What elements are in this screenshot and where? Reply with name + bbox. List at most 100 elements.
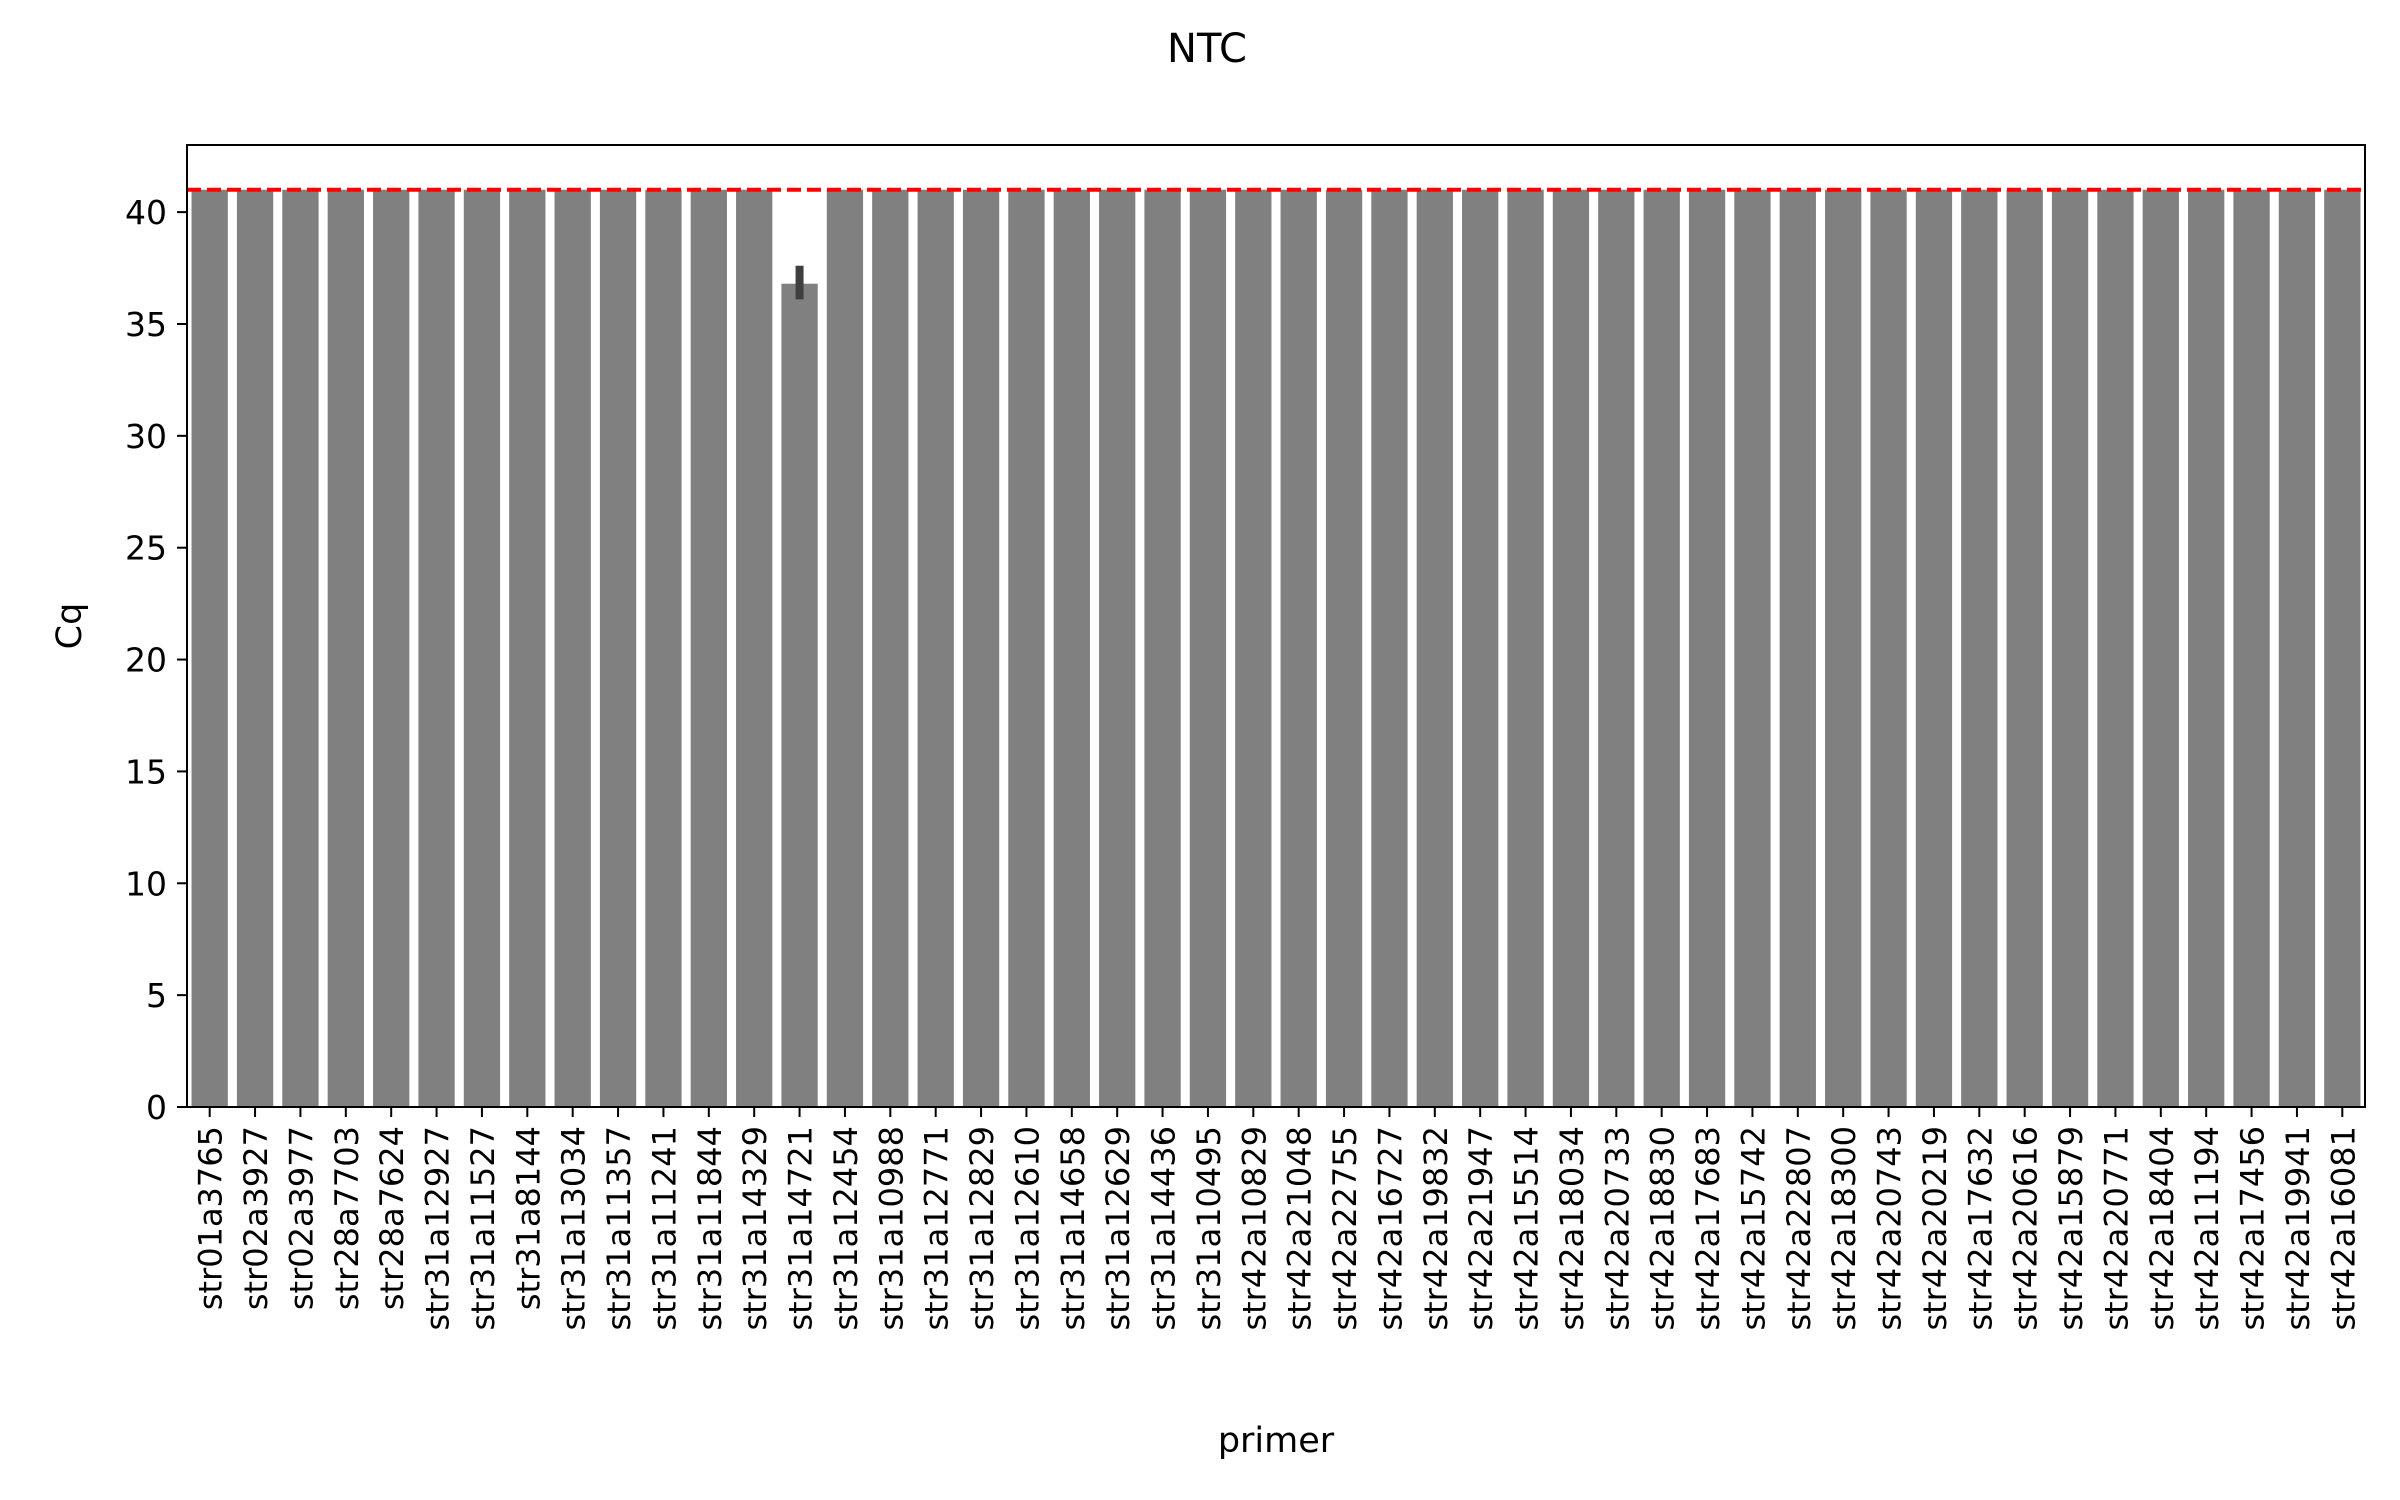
x-axis-label: primer bbox=[1218, 1421, 1335, 1461]
x-tick-label-str31a14329: str31a14329 bbox=[736, 1126, 774, 1331]
bar-str42a20616 bbox=[2006, 189, 2043, 1108]
bar-str42a18404 bbox=[2142, 189, 2179, 1108]
bars-layer bbox=[191, 189, 2361, 1108]
bar-str42a15514 bbox=[1507, 189, 1544, 1108]
bar-str31a14721 bbox=[781, 283, 818, 1108]
x-tick-label-str42a20219: str42a20219 bbox=[1916, 1126, 1954, 1331]
x-tick-label-str01a3765: str01a3765 bbox=[192, 1126, 230, 1310]
x-tick-label-str31a14658: str31a14658 bbox=[1054, 1126, 1092, 1331]
x-tick-label-str02a3977: str02a3977 bbox=[282, 1126, 320, 1310]
x-tick-label-str42a17683: str42a17683 bbox=[1689, 1126, 1727, 1331]
bar-str31a12927 bbox=[418, 189, 455, 1108]
x-tick-label-str31a12829: str31a12829 bbox=[963, 1126, 1001, 1331]
bar-str42a16727 bbox=[1371, 189, 1408, 1108]
bar-str42a17632 bbox=[1961, 189, 1998, 1108]
x-tick-label-str42a20616: str42a20616 bbox=[2007, 1126, 2045, 1331]
x-tick-label-str02a3927: str02a3927 bbox=[237, 1126, 275, 1310]
x-tick-label-str42a11194: str42a11194 bbox=[2188, 1126, 2226, 1331]
bar-str42a20219 bbox=[1915, 189, 1953, 1108]
plot-frame bbox=[186, 144, 2366, 1108]
bar-str42a17456 bbox=[2233, 189, 2270, 1108]
x-tick-label-str31a11357: str31a11357 bbox=[600, 1126, 638, 1331]
y-tick-label-40: 40 bbox=[125, 193, 167, 232]
bar-str42a10829 bbox=[1235, 189, 1272, 1108]
x-tick-label-str42a20733: str42a20733 bbox=[1598, 1126, 1636, 1331]
bar-str31a14329 bbox=[736, 189, 773, 1108]
y-tick-label-0: 0 bbox=[146, 1088, 167, 1127]
bar-str01a3765 bbox=[191, 189, 228, 1108]
bar-str42a11194 bbox=[2188, 189, 2225, 1108]
bar-str42a18034 bbox=[1552, 189, 1590, 1108]
x-tick-label-str28a7703: str28a7703 bbox=[328, 1126, 366, 1310]
bar-str31a13034 bbox=[554, 189, 591, 1108]
x-tick-label-str42a18404: str42a18404 bbox=[2143, 1126, 2181, 1331]
x-tick-label-str42a19941: str42a19941 bbox=[2279, 1126, 2317, 1331]
bar-str02a3927 bbox=[236, 189, 274, 1108]
x-tick-label-str31a11527: str31a11527 bbox=[464, 1126, 502, 1331]
x-tick-label-str31a11844: str31a11844 bbox=[691, 1126, 729, 1331]
bar-str28a7703 bbox=[327, 189, 364, 1108]
y-axis-label: Cq bbox=[50, 603, 90, 650]
x-tick-label-str31a14436: str31a14436 bbox=[1145, 1126, 1183, 1331]
x-tick-label-str42a17456: str42a17456 bbox=[2234, 1126, 2272, 1331]
bar-str42a15879 bbox=[2051, 189, 2089, 1108]
bar-str42a19832 bbox=[1416, 189, 1453, 1108]
y-tick-label-20: 20 bbox=[125, 641, 167, 680]
x-axis-ticks: str01a3765 str02a3927 str02a3977 str28a7703… bbox=[192, 1107, 2362, 1331]
x-tick-label-str31a12771: str31a12771 bbox=[918, 1126, 956, 1331]
bar-str31a12610 bbox=[1008, 189, 1045, 1108]
x-tick-label-str42a10829: str42a10829 bbox=[1235, 1126, 1273, 1331]
x-tick-label-str42a18034: str42a18034 bbox=[1553, 1126, 1591, 1331]
x-tick-label-str42a15742: str42a15742 bbox=[1734, 1126, 1772, 1331]
x-tick-label-str31a14721: str31a14721 bbox=[782, 1126, 820, 1331]
bar-str42a20771 bbox=[2097, 189, 2134, 1108]
x-tick-label-str42a15879: str42a15879 bbox=[2052, 1126, 2090, 1331]
x-tick-label-str42a19832: str42a19832 bbox=[1417, 1126, 1455, 1331]
x-tick-label-str31a11241: str31a11241 bbox=[645, 1126, 683, 1331]
bar-str31a10495 bbox=[1189, 189, 1227, 1108]
x-tick-label-str42a21048: str42a21048 bbox=[1281, 1126, 1319, 1331]
x-tick-label-str42a15514: str42a15514 bbox=[1508, 1126, 1546, 1331]
bar-str42a16081 bbox=[2324, 189, 2361, 1108]
x-tick-label-str42a21947: str42a21947 bbox=[1462, 1126, 1500, 1331]
bar-str31a11241 bbox=[645, 189, 682, 1108]
x-tick-label-str42a22807: str42a22807 bbox=[1780, 1126, 1818, 1331]
bar-str31a12454 bbox=[826, 189, 864, 1108]
bar-str31a10988 bbox=[872, 189, 909, 1108]
bar-str31a14658 bbox=[1053, 189, 1090, 1108]
bar-str31a11844 bbox=[690, 189, 727, 1108]
bar-str31a11357 bbox=[599, 189, 637, 1108]
bar-str42a18300 bbox=[1825, 189, 1862, 1108]
x-tick-label-str42a16081: str42a16081 bbox=[2324, 1126, 2362, 1331]
x-tick-label-str42a22755: str42a22755 bbox=[1326, 1126, 1364, 1331]
bar-str42a17683 bbox=[1688, 189, 1726, 1108]
bar-str31a12771 bbox=[917, 189, 954, 1108]
bar-str31a12829 bbox=[962, 189, 1000, 1108]
x-tick-label-str42a16727: str42a16727 bbox=[1371, 1126, 1409, 1331]
y-tick-label-15: 15 bbox=[125, 752, 167, 791]
y-tick-label-30: 30 bbox=[125, 417, 167, 456]
y-tick-label-10: 10 bbox=[125, 864, 167, 903]
bar-str28a7624 bbox=[373, 189, 410, 1108]
x-tick-label-str31a10495: str31a10495 bbox=[1190, 1126, 1228, 1331]
bar-str31a12629 bbox=[1099, 189, 1136, 1108]
bar-str42a22807 bbox=[1779, 189, 1816, 1108]
bar-str31a8144 bbox=[509, 189, 546, 1108]
x-tick-label-str28a7624: str28a7624 bbox=[373, 1126, 411, 1310]
bar-str42a15742 bbox=[1734, 189, 1771, 1108]
bar-str42a21048 bbox=[1280, 189, 1317, 1108]
x-tick-label-str42a20771: str42a20771 bbox=[2097, 1126, 2135, 1331]
x-tick-label-str31a13034: str31a13034 bbox=[555, 1126, 593, 1331]
bar-str31a14436 bbox=[1144, 189, 1181, 1108]
bar-str31a11527 bbox=[463, 189, 501, 1108]
y-tick-label-25: 25 bbox=[125, 529, 167, 568]
x-tick-label-str31a8144: str31a8144 bbox=[509, 1126, 547, 1310]
y-tick-label-35: 35 bbox=[125, 305, 167, 344]
x-tick-label-str42a18300: str42a18300 bbox=[1825, 1126, 1863, 1331]
bar-str02a3977 bbox=[282, 189, 319, 1108]
x-tick-label-str31a10988: str31a10988 bbox=[872, 1126, 910, 1331]
x-tick-label-str42a20743: str42a20743 bbox=[1871, 1126, 1909, 1331]
bar-str42a19941 bbox=[2278, 189, 2316, 1108]
bar-str42a20733 bbox=[1598, 189, 1635, 1108]
bar-str42a18830 bbox=[1643, 189, 1680, 1108]
